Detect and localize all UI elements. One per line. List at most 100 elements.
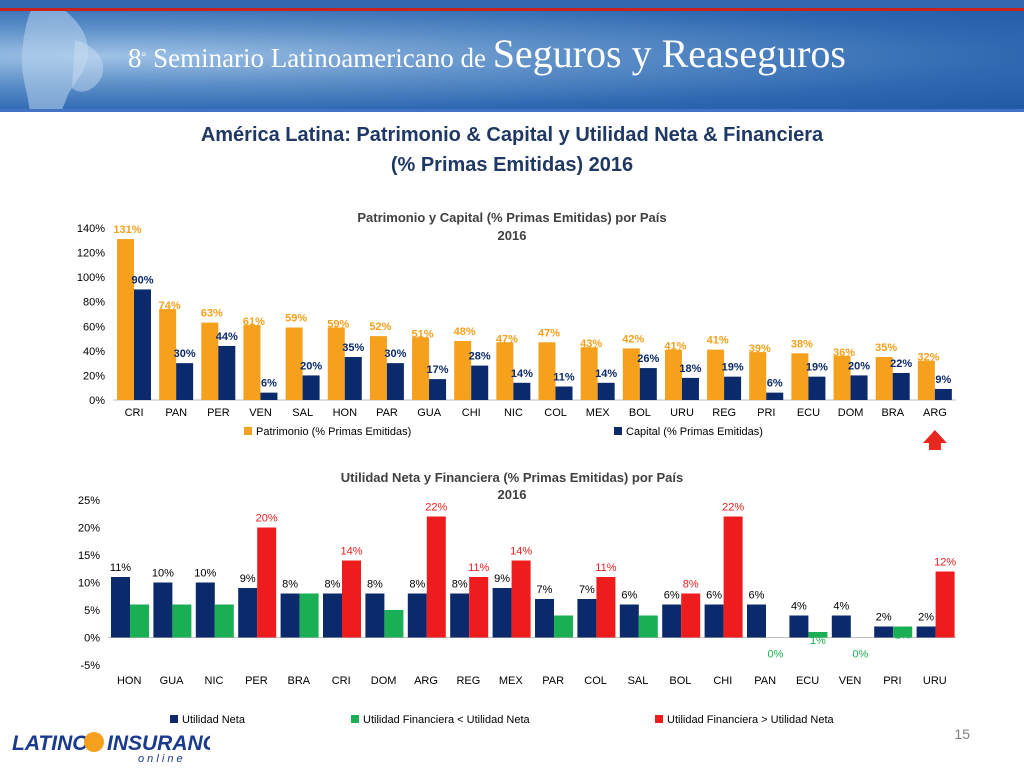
chart2-label-utilidad-neta: 8%	[452, 579, 468, 591]
chart1-label-patrimonio: 63%	[201, 308, 223, 320]
chart2-bar-utilidad-financiera	[384, 610, 404, 638]
chart2-label-utilidad-financiera: 22%	[425, 502, 447, 514]
chart2-label-utilidad-financiera: 20%	[256, 513, 278, 525]
chart1-legend-swatch-patrimonio	[244, 427, 252, 435]
chart1-label-capital: 6%	[261, 378, 277, 390]
chart1-label-patrimonio: 51%	[412, 328, 434, 340]
chart1-bar-patrimonio	[243, 325, 261, 400]
chart2-legend-neta: Utilidad Neta	[182, 714, 246, 726]
chart1-bar-capital	[429, 379, 447, 400]
chart2-ytick-label: 25%	[78, 495, 100, 507]
chart1-bar-capital	[934, 388, 952, 400]
chart2-legend-financiera-mayor: Utilidad Financiera > Utilidad Neta	[667, 714, 834, 726]
chart2-category-label: PRI	[883, 675, 901, 687]
chart2-category-label: PER	[245, 675, 268, 687]
seminar-ordinal: °	[141, 49, 147, 64]
chart1-bar-patrimonio	[791, 353, 809, 400]
chart1-bar-capital	[302, 375, 320, 400]
chart1-bar-patrimonio	[159, 309, 177, 400]
chart1-category-label: COL	[544, 407, 567, 419]
chart1-category-label: BRA	[881, 407, 904, 419]
chart2-category-label: URU	[923, 675, 947, 687]
chart1-category-label: NIC	[504, 407, 523, 419]
chart2-label-utilidad-financiera: 1%	[810, 635, 826, 647]
chart1-label-patrimonio: 41%	[707, 335, 729, 347]
chart2-label-utilidad-neta: 2%	[876, 612, 892, 624]
chart1-bar-capital	[344, 357, 362, 400]
chart1-bar-patrimonio	[369, 336, 387, 400]
chart2-bar-utilidad-neta	[492, 588, 512, 638]
chart2-label-utilidad-neta: 9%	[240, 573, 256, 585]
chart2-label-utilidad-financiera: 6%	[174, 608, 190, 620]
chart2-label-utilidad-financiera: 0%	[768, 649, 784, 661]
chart1-bar-capital	[471, 365, 489, 400]
chart2-bar-utilidad-neta	[195, 582, 215, 638]
chart1-bar-patrimonio	[875, 357, 893, 400]
chart1-ytick-label: 100%	[77, 272, 105, 284]
slide-title-line1: América Latina: Patrimonio & Capital y U…	[200, 124, 824, 146]
chart1-label-capital: 30%	[174, 348, 196, 360]
chart2-ytick-label: 0%	[84, 633, 100, 645]
chart1-bar-capital	[850, 375, 868, 400]
logo-graphic: LATINO INSURANCE o n l i n e	[12, 732, 233, 765]
chart2-bar-utilidad-financiera	[893, 626, 913, 638]
chart1-category-label: VEN	[249, 407, 272, 419]
chart1-label-capital: 20%	[848, 360, 870, 372]
chart2-bar-utilidad-neta	[619, 604, 639, 638]
chart2-label-utilidad-neta: 8%	[325, 579, 341, 591]
chart1-bar-capital	[555, 386, 573, 400]
chart1-bar-patrimonio	[833, 355, 851, 400]
chart2-legend-financiera-menor: Utilidad Financiera < Utilidad Neta	[363, 714, 530, 726]
chart2-bar-utilidad-financiera	[554, 615, 573, 638]
chart2-ytick-label: -5%	[80, 660, 100, 672]
chart2-label-utilidad-neta: 6%	[749, 590, 765, 602]
chart2-bar-utilidad-neta	[280, 593, 300, 638]
chart2-category-label: PAN	[754, 675, 776, 687]
slide-title-line2: (% Primas Emitidas) 2016	[390, 154, 634, 176]
chart2-legend-swatch-financiera-menor	[351, 715, 359, 723]
chart2-bar-utilidad-neta	[662, 604, 682, 638]
chart1-bar-capital	[639, 368, 657, 400]
chart2-legend-swatch-financiera-mayor	[655, 715, 663, 723]
chart1-bar-capital	[597, 382, 615, 400]
chart1-label-patrimonio: 47%	[496, 333, 518, 345]
chart2-label-utilidad-neta: 8%	[367, 579, 383, 591]
chart1-label-patrimonio: 48%	[454, 326, 476, 338]
chart2-category-label: DOM	[371, 675, 397, 687]
chart1-label-capital: 26%	[637, 353, 659, 365]
chart1-bar-patrimonio	[707, 349, 725, 400]
chart1-bar-patrimonio	[580, 347, 598, 400]
chart1-category-label: CHI	[462, 407, 481, 419]
chart1-category-label: SAL	[292, 407, 313, 419]
chart1-bar-capital	[513, 382, 531, 400]
chart2-category-label: COL	[584, 675, 607, 687]
chart1-label-patrimonio: 41%	[664, 341, 686, 353]
chart1-label-patrimonio: 38%	[791, 338, 813, 350]
chart2-label-utilidad-financiera: 5%	[386, 613, 402, 625]
chart2-bar-utilidad-financiera	[935, 571, 955, 638]
chart2-bar-utilidad-financiera	[638, 615, 658, 638]
logo-word1: LATINO	[12, 732, 89, 755]
chart1-label-patrimonio: 32%	[917, 352, 939, 364]
chart2-category-label: ECU	[796, 675, 819, 687]
chart2-category-label: BRA	[287, 675, 310, 687]
chart2-category-label: GUA	[160, 675, 185, 687]
chart1-ytick-label: 140%	[77, 223, 105, 235]
chart1-ytick-label: 40%	[83, 346, 105, 358]
chart1-bar-patrimonio	[917, 360, 935, 400]
header-banner: 8° Seminario Latinoamericano de Seguros …	[0, 0, 1024, 112]
chart2-bar-utilidad-neta	[323, 593, 342, 638]
chart1-bar-patrimonio	[454, 341, 472, 400]
chart1-category-label: HON	[333, 407, 358, 419]
chart2-label-utilidad-neta: 6%	[621, 590, 637, 602]
chart1-label-patrimonio: 61%	[243, 316, 265, 328]
chart2-category-label: CHI	[713, 675, 732, 687]
chart2-label-utilidad-neta: 8%	[282, 579, 298, 591]
chart2-bar-utilidad-neta	[365, 593, 385, 638]
chart1-label-capital: 44%	[216, 331, 238, 343]
chart2-category-label: VEN	[839, 675, 862, 687]
chart1-label-patrimonio: 47%	[538, 327, 560, 339]
chart1-label-patrimonio: 35%	[875, 342, 897, 354]
chart2-bar-utilidad-neta	[535, 599, 554, 638]
latino-insurance-logo: LATINO INSURANCE o n l i n e	[10, 728, 233, 765]
